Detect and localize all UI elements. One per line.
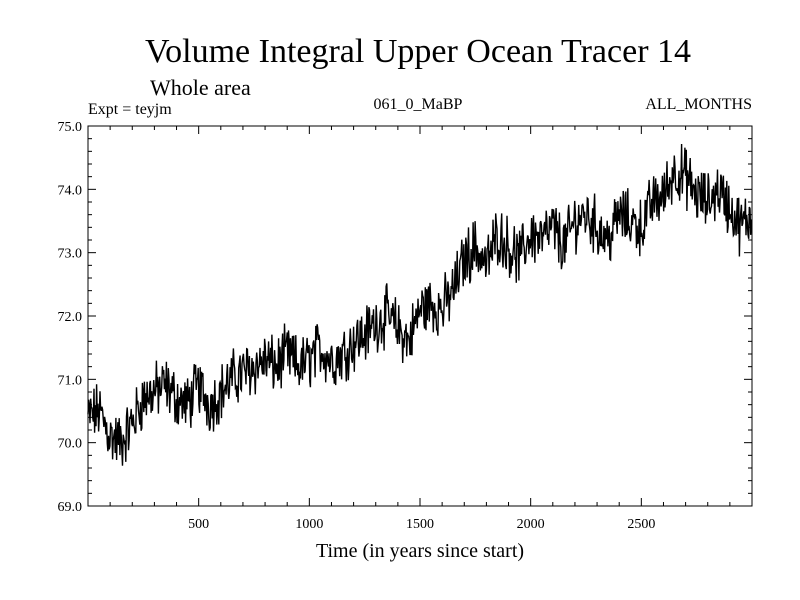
y-tick-label: 75.0 xyxy=(58,120,83,135)
y-tick-label: 72.0 xyxy=(58,310,83,325)
months-label: ALL_MONTHS xyxy=(645,96,752,113)
x-tick-label: 2500 xyxy=(627,517,655,532)
plot-area xyxy=(87,125,753,507)
y-tick-label: 71.0 xyxy=(58,373,83,388)
axis-ticks xyxy=(88,126,752,506)
x-axis-label: Time (in years since start) xyxy=(316,540,524,562)
y-tick-label: 69.0 xyxy=(58,500,83,515)
plot-frame xyxy=(87,125,753,507)
run-label: 061_0_MaBP xyxy=(374,96,463,113)
y-tick-label: 70.0 xyxy=(58,437,83,452)
y-tick-label: 74.0 xyxy=(58,183,83,198)
x-tick-label: 1000 xyxy=(295,517,323,532)
x-tick-label: 1500 xyxy=(406,517,434,532)
y-tick-label: 73.0 xyxy=(58,247,83,262)
x-tick-label: 2000 xyxy=(517,517,545,532)
x-tick-label: 500 xyxy=(188,517,209,532)
y-axis-tick-labels: 69.0 70.0 71.0 72.0 73.0 74.0 75.0 xyxy=(58,120,83,515)
chart-subtitle: Whole area xyxy=(150,75,251,100)
expt-label: Expt = teyjm xyxy=(88,101,172,118)
x-axis-tick-labels: 500 1000 1500 2000 2500 xyxy=(188,517,655,532)
chart-title: Volume Integral Upper Ocean Tracer 14 xyxy=(145,33,691,70)
series-line-tracer-14 xyxy=(87,143,753,466)
